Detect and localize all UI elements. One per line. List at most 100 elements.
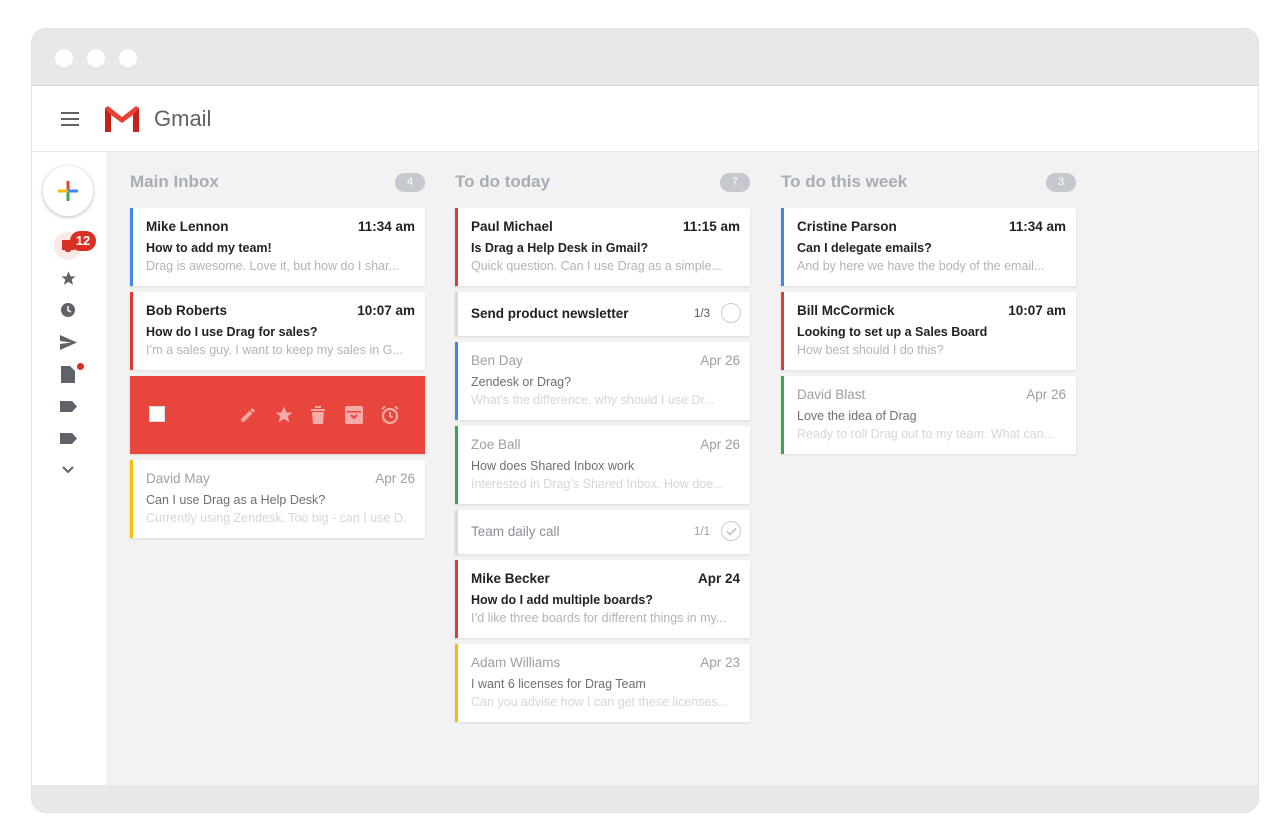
email-sender: Mike Lennon bbox=[146, 219, 229, 234]
app-header: Gmail bbox=[32, 86, 1258, 152]
email-time: Apr 24 bbox=[697, 571, 740, 586]
selected-card-actions bbox=[130, 376, 425, 454]
column-count-badge: 7 bbox=[720, 173, 750, 192]
email-time: 10:07 am bbox=[357, 303, 415, 318]
circle-icon[interactable] bbox=[721, 303, 741, 323]
column-count-badge: 3 bbox=[1046, 173, 1076, 192]
email-card[interactable]: Bob Roberts 10:07 am How do I use Drag for… bbox=[130, 292, 425, 370]
email-snippet: Can you advise how I can get these licen… bbox=[471, 695, 729, 709]
email-card[interactable]: Cristine Parson 11:34 am Can I delegate em… bbox=[781, 208, 1076, 286]
window-zoom-dot[interactable] bbox=[119, 49, 137, 67]
email-snippet: Currently using Zendesk. Too big - can I… bbox=[146, 511, 406, 525]
label-icon[interactable] bbox=[54, 392, 82, 420]
email-time: Apr 23 bbox=[700, 655, 740, 670]
delete-icon[interactable] bbox=[306, 403, 330, 427]
browser-window: Gmail 12 bbox=[32, 29, 1258, 812]
email-time: 11:34 am bbox=[1008, 219, 1066, 234]
email-snippet: I’d like three boards for different thin… bbox=[471, 611, 727, 625]
task-title: Send product newsletter bbox=[471, 306, 629, 321]
star-icon[interactable] bbox=[272, 403, 296, 427]
email-time: Apr 26 bbox=[1026, 387, 1066, 402]
send-icon[interactable] bbox=[54, 328, 82, 356]
window-footer bbox=[32, 785, 1258, 812]
email-snippet: I’m a sales guy. I want to keep my sales… bbox=[146, 343, 403, 357]
select-checkbox[interactable] bbox=[149, 406, 165, 422]
app-title: Gmail bbox=[154, 106, 212, 131]
column-title: To do this week bbox=[781, 172, 908, 191]
email-card[interactable]: Paul Michael 11:15 am Is Drag a Help Desk … bbox=[455, 208, 750, 286]
task-progress: 1/3 bbox=[694, 308, 710, 320]
email-subject: I want 6 licenses for Drag Team bbox=[471, 677, 646, 691]
plus-icon bbox=[58, 181, 78, 201]
email-card[interactable]: Mike Becker Apr 24 How do I add multiple b… bbox=[455, 560, 750, 638]
gmail-logo bbox=[105, 106, 139, 132]
check-circle-icon[interactable] bbox=[721, 521, 741, 541]
chevron-down-icon[interactable] bbox=[54, 456, 82, 484]
email-sender: Bob Roberts bbox=[146, 303, 227, 318]
edit-icon[interactable] bbox=[236, 403, 260, 427]
star-icon[interactable] bbox=[54, 264, 82, 292]
column-title: To do today bbox=[455, 172, 551, 191]
email-card[interactable]: Zoe Ball Apr 26 How does Shared Inbox work… bbox=[455, 426, 750, 504]
column-header: To do today 7 bbox=[455, 152, 750, 208]
email-time: 11:15 am bbox=[682, 219, 740, 234]
snooze-icon[interactable] bbox=[378, 403, 402, 427]
email-subject: Can I use Drag as a Help Desk? bbox=[146, 493, 326, 507]
email-subject: Is Drag a Help Desk in Gmail? bbox=[471, 241, 649, 255]
email-sender: Adam Williams bbox=[471, 655, 561, 670]
task-title: Team daily call bbox=[471, 524, 560, 539]
email-card[interactable]: David Blast Apr 26 Love the idea of Drag Re… bbox=[781, 376, 1076, 454]
window-minimize-dot[interactable] bbox=[87, 49, 105, 67]
email-sender: Mike Becker bbox=[471, 571, 550, 586]
email-sender: David May bbox=[146, 471, 210, 486]
email-sender: Ben Day bbox=[471, 353, 523, 368]
email-snippet: What’s the difference, why should I use … bbox=[471, 393, 715, 407]
clock-icon[interactable] bbox=[54, 296, 82, 324]
email-card[interactable]: Mike Lennon 11:34 am How to add my team! Dr… bbox=[130, 208, 425, 286]
email-snippet: How best should I do this? bbox=[797, 343, 944, 357]
email-card[interactable]: Bill McCormick 10:07 am Looking to set up … bbox=[781, 292, 1076, 370]
email-sender: Bill McCormick bbox=[797, 303, 895, 318]
email-time: Apr 26 bbox=[700, 437, 740, 452]
compose-button[interactable] bbox=[43, 166, 93, 216]
task-card[interactable]: Send product newsletter 1/3 bbox=[455, 292, 750, 336]
column-count-badge: 4 bbox=[395, 173, 425, 192]
email-sender: Paul Michael bbox=[471, 219, 553, 234]
email-subject: How to add my team! bbox=[146, 241, 272, 255]
task-progress: 1/1 bbox=[694, 526, 710, 538]
email-snippet: Interested in Drag’s Shared Inbox. How d… bbox=[471, 477, 724, 491]
window-close-dot[interactable] bbox=[55, 49, 73, 67]
email-time: 11:34 am bbox=[357, 219, 415, 234]
email-subject: Looking to set up a Sales Board bbox=[797, 325, 988, 339]
email-card[interactable]: Ben Day Apr 26 Zendesk or Drag? What’s the … bbox=[455, 342, 750, 420]
email-snippet: Ready to roll Drag out to my team. What … bbox=[797, 427, 1055, 441]
email-sender: Zoe Ball bbox=[471, 437, 521, 452]
email-card[interactable]: David May Apr 26 Can I use Drag as a Help … bbox=[130, 460, 425, 538]
task-card[interactable]: Team daily call 1/1 bbox=[455, 510, 750, 554]
title-bar bbox=[32, 29, 1258, 85]
draft-icon[interactable] bbox=[54, 360, 82, 388]
column-main-inbox: Main Inbox 4 Mike Lennon 11:34 am How to add… bbox=[130, 152, 425, 544]
app-window: Gmail 12 bbox=[32, 85, 1258, 786]
email-time: Apr 26 bbox=[375, 471, 415, 486]
label-icon[interactable] bbox=[54, 424, 82, 452]
email-sender: David Blast bbox=[797, 387, 866, 402]
email-time: Apr 26 bbox=[700, 353, 740, 368]
email-subject: How does Shared Inbox work bbox=[471, 459, 635, 473]
column-title: Main Inbox bbox=[130, 172, 219, 191]
email-card[interactable]: Adam Williams Apr 23 I want 6 licenses for… bbox=[455, 644, 750, 722]
menu-icon[interactable] bbox=[61, 112, 79, 126]
email-time: 10:07 am bbox=[1008, 303, 1066, 318]
column-to-do-this-week: To do this week 3 Cristine Parson 11:34 am C… bbox=[781, 152, 1076, 460]
sidebar: 12 bbox=[32, 152, 106, 785]
email-subject: Love the idea of Drag bbox=[797, 409, 917, 423]
email-snippet: Drag is awesome. Love it, but how do I s… bbox=[146, 259, 399, 273]
column-to-do-today: To do today 7 Paul Michael 11:15 am Is Drag … bbox=[455, 152, 750, 728]
email-subject: Can I delegate emails? bbox=[797, 241, 932, 255]
archive-icon[interactable] bbox=[342, 403, 366, 427]
email-subject: How do I add multiple boards? bbox=[471, 593, 653, 607]
email-snippet: Quick question. Can I use Drag as a simp… bbox=[471, 259, 722, 273]
unread-count-badge: 12 bbox=[70, 231, 96, 251]
email-sender: Cristine Parson bbox=[797, 219, 897, 234]
column-header: To do this week 3 bbox=[781, 152, 1076, 208]
